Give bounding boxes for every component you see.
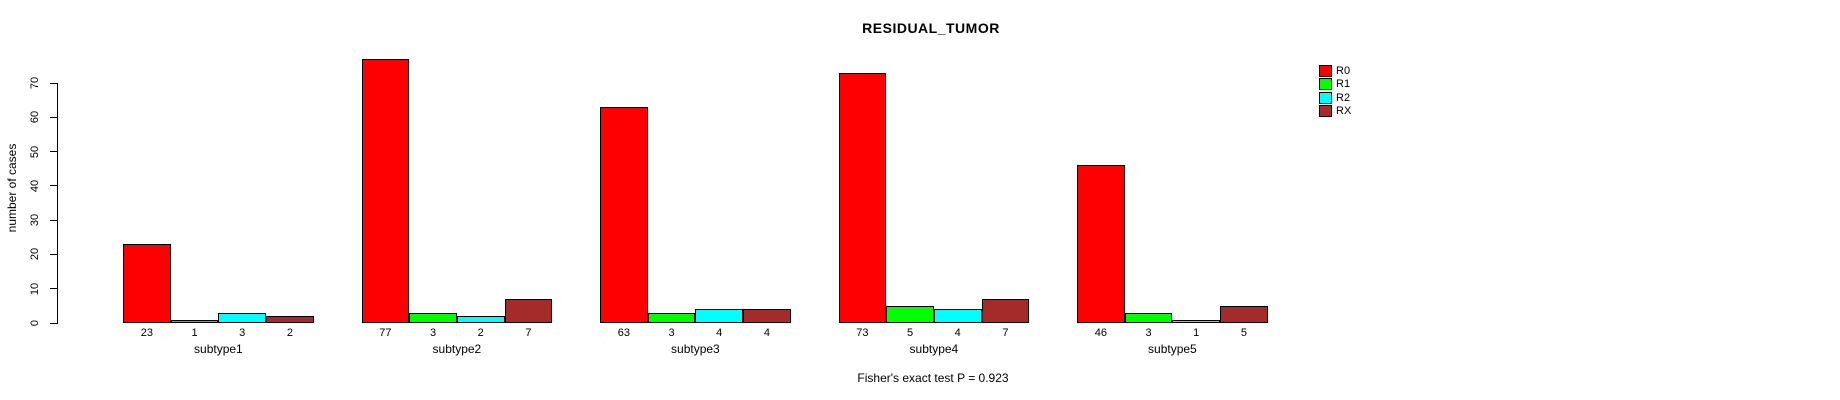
y-axis-tick — [50, 116, 57, 118]
bar-value-label: 77 — [379, 327, 392, 339]
y-axis-tick-label: 50 — [29, 145, 41, 158]
bar-r2-subtype4 — [933, 309, 982, 323]
y-axis-tick-label: 30 — [29, 214, 41, 227]
bar-value-label: 63 — [617, 327, 630, 339]
legend-swatch-r0 — [1319, 65, 1332, 77]
bar-rx-subtype1 — [266, 316, 314, 323]
y-axis-tick-label: 0 — [29, 319, 41, 327]
bar-value-label: 5 — [906, 327, 914, 339]
y-axis-tick-label: 20 — [29, 248, 41, 261]
x-category-label-subtype3: subtype3 — [671, 342, 720, 356]
bar-rx-subtype2 — [504, 299, 553, 323]
y-axis-tick-label: 40 — [29, 179, 41, 192]
bar-r2-subtype1 — [218, 312, 267, 323]
bar-value-label: 46 — [1094, 327, 1107, 339]
y-axis-tick-label: 70 — [29, 76, 41, 90]
bar-value-label: 7 — [1002, 327, 1009, 339]
bar-value-label: 2 — [286, 327, 293, 339]
bar-r1-subtype4 — [886, 305, 934, 323]
legend-swatch-r2 — [1319, 91, 1332, 104]
y-axis-tick — [50, 82, 57, 84]
y-axis-tick — [50, 151, 57, 153]
y-axis-tick — [50, 288, 57, 290]
bar-value-label: 4 — [716, 327, 723, 339]
bar-value-label: 4 — [954, 327, 961, 339]
y-axis-tick — [50, 185, 57, 187]
x-category-label-subtype4: subtype4 — [909, 342, 959, 356]
bar-value-label: 73 — [856, 327, 869, 339]
legend-swatch-r1 — [1319, 78, 1332, 91]
x-category-label-subtype2: subtype2 — [432, 342, 482, 356]
bar-r1-subtype2 — [409, 312, 457, 323]
bar-value-label: 3 — [429, 327, 437, 339]
bar-value-label: 5 — [1240, 327, 1247, 339]
y-axis-tick — [50, 322, 57, 324]
bar-value-label: 23 — [140, 327, 153, 339]
bar-value-label: 7 — [525, 327, 532, 339]
bar-value-label: 4 — [763, 327, 770, 339]
bar-rx-subtype5 — [1220, 305, 1268, 323]
bar-r0-subtype5 — [1077, 165, 1125, 323]
bar-rx-subtype4 — [981, 299, 1030, 323]
bar-value-label: 2 — [477, 327, 484, 339]
x-category-label-subtype1: subtype1 — [194, 342, 243, 356]
legend-label-r1: R1 — [1336, 78, 1351, 91]
bar-value-label: 1 — [191, 327, 198, 339]
bar-r0-subtype2 — [361, 59, 410, 323]
bar-r0-subtype1 — [123, 244, 171, 323]
y-axis-tick-label: 60 — [29, 111, 41, 124]
y-axis-line — [57, 83, 58, 324]
legend-label-rx: RX — [1336, 105, 1352, 118]
bar-r1-subtype5 — [1124, 312, 1173, 323]
y-axis-tick-label: 10 — [29, 282, 41, 295]
legend-label-r0: R0 — [1336, 65, 1351, 77]
y-axis-tick — [50, 253, 57, 255]
chart-title: RESIDUAL_TUMOR — [862, 20, 1000, 36]
bar-value-label: 3 — [239, 327, 246, 339]
bar-r1-subtype1 — [170, 319, 219, 323]
bar-r1-subtype3 — [647, 312, 696, 323]
bar-value-label: 1 — [1193, 327, 1200, 339]
bar-r2-subtype3 — [695, 309, 744, 323]
fisher-annotation: Fisher's exact test P = 0.923 — [857, 371, 1009, 385]
bar-rx-subtype3 — [743, 309, 791, 323]
bar-r0-subtype4 — [838, 72, 887, 323]
legend-label-r2: R2 — [1336, 91, 1351, 104]
x-category-label-subtype5: subtype5 — [1148, 342, 1197, 356]
y-axis-tick — [50, 219, 57, 221]
bar-value-label: 3 — [1145, 327, 1152, 339]
bar-r0-subtype3 — [600, 107, 648, 323]
legend-swatch-rx — [1319, 105, 1332, 118]
bar-r2-subtype2 — [456, 316, 505, 323]
bar-value-label: 3 — [668, 327, 675, 339]
bar-r2-subtype5 — [1172, 319, 1221, 323]
